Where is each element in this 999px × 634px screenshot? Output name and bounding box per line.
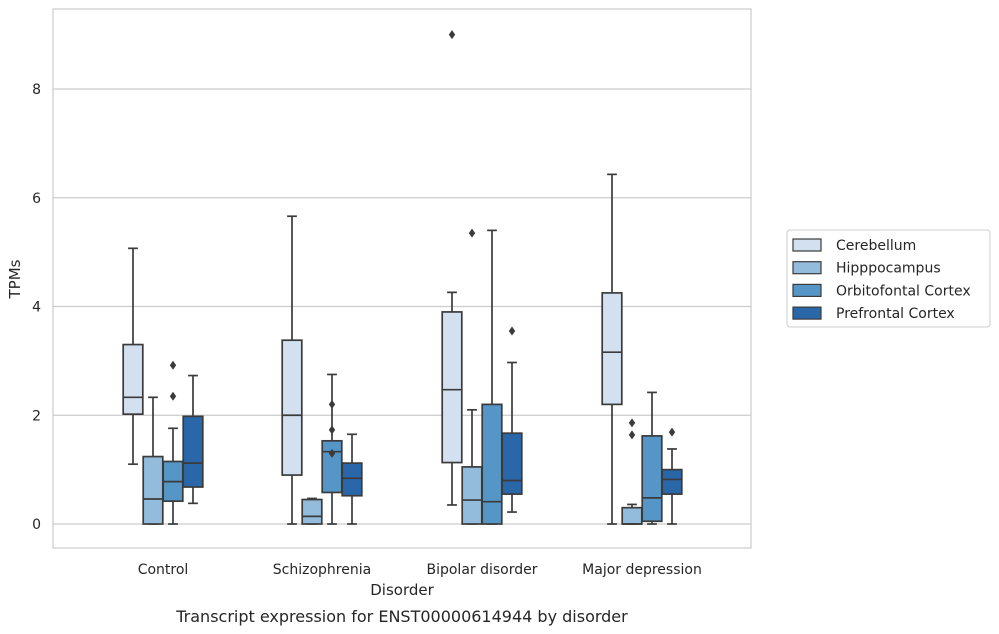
legend-label: Orbitofontal Cortex [836, 283, 971, 299]
box [122, 247, 144, 466]
legend: Cerebellum Hipppocampus Orbitofontal Corte… [786, 229, 991, 328]
box [601, 173, 623, 525]
x-tick-labels: Control Schizophrenia Bipolar disorder Majo… [138, 562, 702, 578]
y-tick-labels: 0 2 4 6 8 [32, 82, 41, 533]
outlier-point [328, 399, 336, 409]
y-tick-label: 6 [32, 191, 41, 207]
legend-swatch [792, 238, 822, 252]
outlier-point [169, 360, 177, 370]
box-body [501, 432, 523, 495]
box-body [661, 468, 683, 495]
y-axis-label: TPMs [6, 259, 24, 299]
box [461, 228, 483, 525]
outlier-point [628, 430, 636, 440]
box-body [142, 455, 164, 525]
outlier-point [328, 448, 336, 458]
series-hipppocampus [142, 228, 643, 525]
box-body [281, 339, 303, 476]
plot-area [52, 8, 752, 549]
box [441, 30, 463, 506]
outlier-point [668, 427, 676, 437]
series-prefrontal-cortex [182, 326, 683, 525]
x-tick-label: Schizophrenia [273, 562, 371, 578]
box [182, 374, 204, 505]
box-body [601, 292, 623, 406]
box [321, 373, 343, 525]
y-tick-label: 4 [32, 300, 41, 316]
legend-frame [786, 229, 991, 328]
legend-label: Prefrontal Cortex [836, 306, 955, 322]
box-body [481, 403, 503, 525]
outlier-point [328, 425, 336, 435]
box-body [122, 343, 144, 416]
x-tick-label: Major depression [582, 562, 702, 578]
box-body [182, 415, 204, 488]
box-body [441, 311, 463, 464]
box-body [461, 466, 483, 525]
box [661, 427, 683, 525]
outlier-point [508, 326, 516, 336]
box [341, 433, 363, 525]
box [162, 360, 184, 525]
outlier-point [628, 418, 636, 428]
boxes [122, 30, 683, 525]
outlier-point [468, 228, 476, 238]
legend-swatch [792, 261, 822, 275]
y-tick-label: 0 [32, 517, 41, 533]
y-tick-label: 2 [32, 408, 41, 424]
box [621, 418, 643, 525]
x-axis-label: Disorder [370, 581, 434, 599]
outlier-point [169, 391, 177, 401]
y-tick-label: 8 [32, 82, 41, 98]
box-body [641, 435, 663, 523]
box [281, 215, 303, 525]
legend-label: Cerebellum [836, 238, 916, 254]
outlier-point [448, 30, 456, 40]
series-orbitofontal-cortex [162, 229, 663, 525]
legend-swatch [792, 306, 822, 320]
box-body [321, 439, 343, 494]
legend-label: Hipppocampus [836, 261, 941, 277]
series-cerebellum [122, 30, 623, 525]
legend-swatch [792, 283, 822, 297]
figure-caption: Transcript expression for ENST0000061494… [175, 607, 628, 626]
box-body [341, 462, 363, 497]
box-body [621, 506, 643, 525]
box [301, 497, 323, 525]
x-tick-label: Bipolar disorder [426, 562, 537, 578]
box [501, 326, 523, 513]
x-tick-label: Control [138, 562, 189, 578]
box-body [301, 498, 323, 525]
